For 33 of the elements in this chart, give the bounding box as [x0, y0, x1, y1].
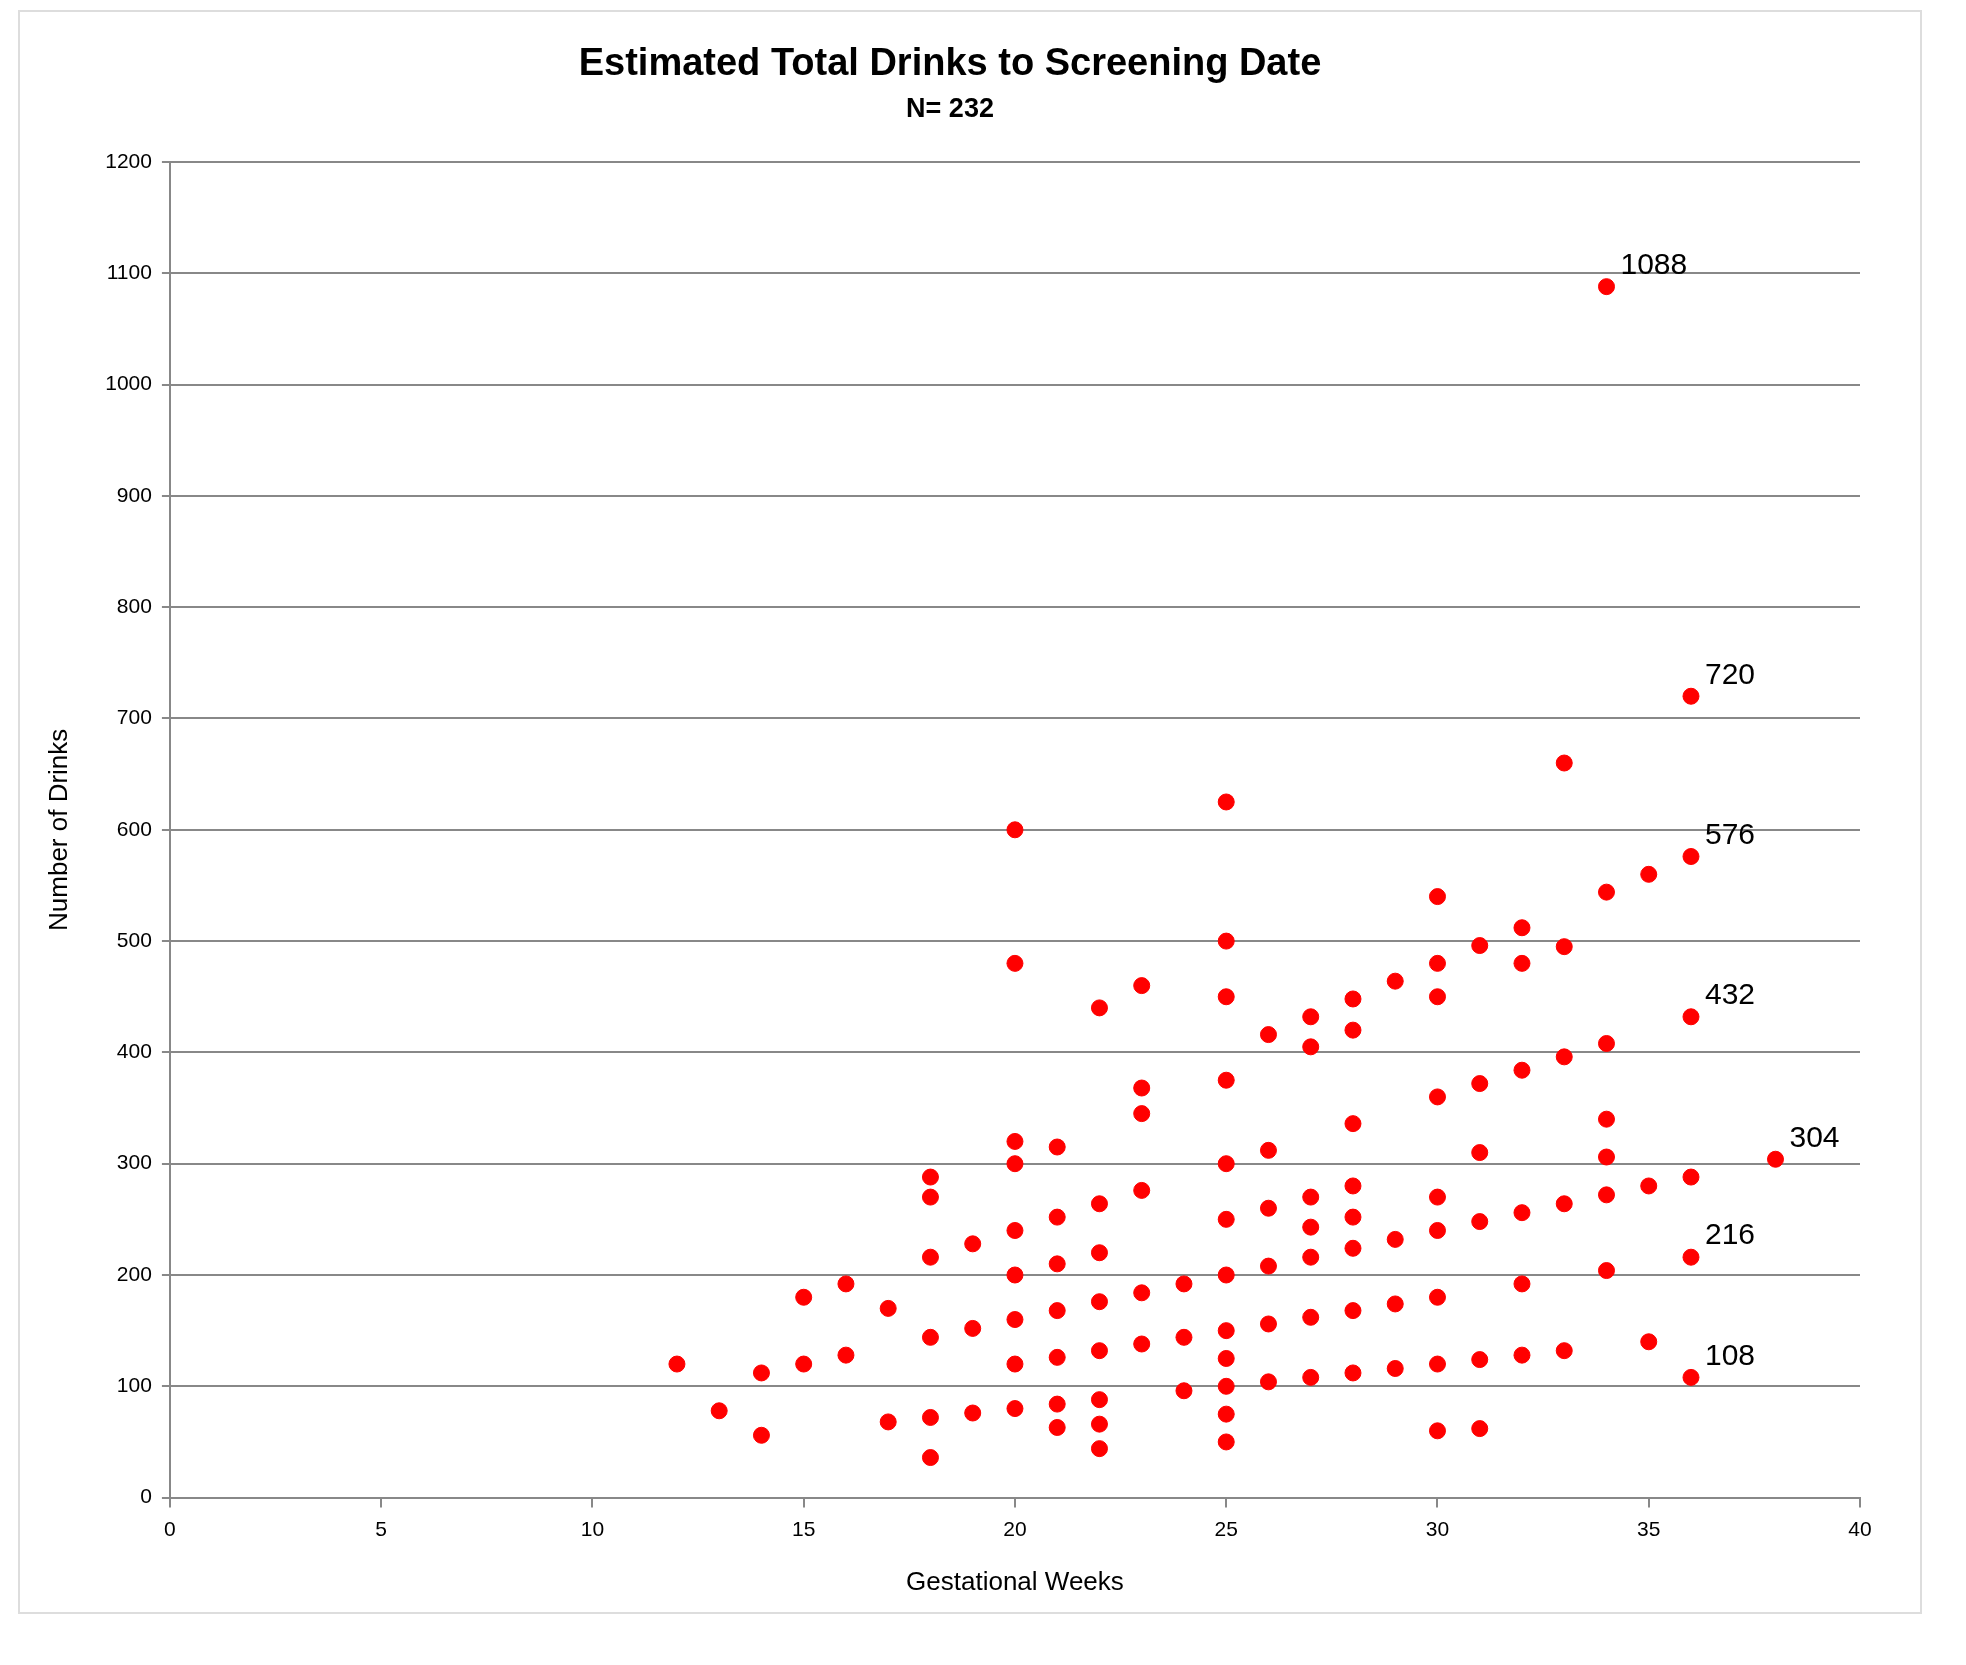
y-tick-label: 1000 [105, 371, 152, 395]
y-tick-label: 700 [116, 705, 152, 729]
x-tick-label: 20 [1003, 1517, 1027, 1540]
y-tick-label: 200 [116, 1261, 152, 1285]
x-tick-label: 0 [164, 1517, 176, 1540]
x-tick-label: 15 [792, 1517, 816, 1540]
x-tick-label: 10 [580, 1517, 605, 1540]
annotation: 108 [1704, 1337, 1756, 1371]
x-axis-title: Gestational Weeks [906, 1565, 1124, 1596]
annotation: 216 [1704, 1217, 1756, 1251]
y-tick-label: 1200 [105, 148, 152, 172]
y-tick-label: 500 [116, 927, 152, 951]
x-tick-label: 35 [1637, 1517, 1661, 1540]
y-tick-label: 1100 [106, 260, 152, 284]
x-tick-label: 5 [375, 1517, 388, 1540]
x-tick-label: 40 [1848, 1517, 1872, 1540]
annotation: 432 [1704, 977, 1756, 1011]
y-tick-label: 300 [116, 1150, 152, 1174]
y-tick-label: 0 [140, 1484, 152, 1508]
chart-subtitle: N= 232 [906, 93, 994, 124]
annotation: 304 [1789, 1119, 1840, 1153]
annotation: 720 [1704, 656, 1756, 690]
y-tick-label: 100 [116, 1373, 152, 1397]
y-axis-title: Number of Drinks [42, 728, 73, 931]
chart-title: Estimated Total Drinks to Screening Date [578, 41, 1322, 84]
x-tick-label: 25 [1214, 1517, 1238, 1540]
y-tick-label: 800 [116, 594, 152, 617]
annotation: 576 [1704, 816, 1756, 850]
y-tick-label: 400 [116, 1039, 152, 1063]
y-tick-label: 600 [116, 816, 152, 840]
y-tick-label: 900 [116, 482, 152, 506]
x-tick-label: 30 [1425, 1517, 1450, 1540]
annotation: 1088 [1620, 246, 1688, 280]
